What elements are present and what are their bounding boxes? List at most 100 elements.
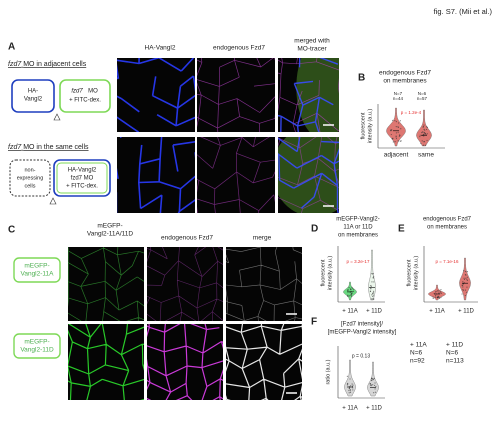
label: p = 1.2e-4 — [401, 110, 422, 115]
micrograph — [197, 58, 275, 132]
data-dot — [420, 132, 423, 134]
data-dot — [422, 144, 425, 146]
data-dot — [435, 295, 437, 297]
data-dot — [348, 392, 350, 394]
data-dot — [465, 291, 468, 293]
data-dot — [462, 286, 464, 288]
data-dot — [371, 379, 373, 382]
column-header: mEGFP- — [97, 223, 122, 230]
data-dot — [423, 141, 425, 143]
panel-letter: B — [358, 73, 365, 84]
data-dot — [397, 126, 399, 128]
data-dot — [346, 375, 348, 377]
data-dot — [395, 126, 397, 128]
gene-name: fzd7 — [8, 144, 22, 151]
data-dot — [397, 122, 400, 124]
label: n=44 — [393, 96, 404, 101]
data-dot — [349, 391, 352, 394]
data-dot — [373, 290, 375, 292]
data-dot — [352, 389, 354, 391]
diagram-box — [59, 79, 111, 113]
violin — [428, 284, 446, 301]
data-dot — [465, 277, 467, 279]
micrograph — [147, 247, 223, 321]
data-dot — [436, 290, 439, 292]
label: p = 3.2e-17 — [347, 259, 370, 264]
label: + 11A — [342, 309, 357, 315]
data-dot — [464, 294, 466, 297]
data-dot — [440, 288, 442, 291]
row-title: fzd7 MO in adjacent cells — [8, 61, 87, 68]
label: Vangl2-11D — [20, 347, 54, 354]
data-dot — [399, 134, 401, 136]
data-dot — [424, 144, 426, 146]
label: + 11D — [366, 406, 382, 412]
label: fluorescent — [360, 112, 366, 139]
data-dot — [461, 293, 463, 295]
micrograph-content — [226, 324, 302, 400]
label: 11A or 11D — [343, 225, 373, 231]
diagram-box — [9, 159, 51, 197]
row-label-box — [13, 257, 61, 283]
data-dot — [374, 388, 376, 390]
cell-outline — [117, 137, 195, 213]
data-dot — [438, 292, 440, 294]
label: + 11A — [429, 309, 444, 315]
data-dot — [390, 130, 392, 132]
label: same — [418, 152, 434, 159]
label: + FITC-dex. — [69, 98, 101, 104]
data-dot — [369, 382, 371, 385]
label: mEGFP- — [24, 263, 49, 270]
data-dot — [399, 120, 401, 122]
label: + FITC-dex. — [66, 184, 98, 190]
data-dot — [347, 289, 349, 291]
label: + 11D — [366, 309, 382, 315]
data-dot — [394, 141, 396, 143]
data-dot — [395, 136, 397, 138]
micrograph-content — [147, 247, 223, 321]
panel-letter: D — [311, 224, 318, 235]
data-dot — [347, 383, 349, 385]
data-dot — [370, 285, 372, 287]
cell-outline — [226, 324, 302, 400]
data-dot — [466, 276, 468, 278]
column-header: endogenous Fzd7 — [161, 235, 213, 242]
data-dot — [426, 133, 429, 135]
tracer-signal — [296, 58, 339, 132]
row-label-box — [13, 333, 61, 359]
data-dot — [391, 129, 393, 131]
data-dot — [370, 298, 373, 300]
data-dot — [371, 281, 373, 283]
column-header: HA-Vangl2 — [145, 45, 176, 52]
data-dot — [439, 297, 441, 300]
data-dot — [371, 384, 373, 386]
label: N=6 — [446, 350, 458, 357]
data-dot — [351, 295, 353, 298]
label: p = 7.1e-16 — [436, 259, 459, 264]
label: endogenous Fzd7 — [379, 70, 431, 77]
data-dot — [350, 294, 353, 296]
data-dot — [440, 292, 443, 294]
cell-outline — [278, 137, 339, 213]
data-dot — [466, 278, 468, 280]
micrograph-content — [197, 58, 275, 132]
data-dot — [425, 128, 428, 131]
data-dot — [372, 392, 375, 394]
panel-letter: E — [398, 224, 405, 235]
label: n=113 — [446, 358, 464, 365]
label: fzd7 MO — [71, 176, 94, 182]
label: intensity (a.u.) — [327, 256, 333, 291]
data-dot — [348, 287, 350, 289]
data-dot — [371, 378, 373, 380]
data-dot — [371, 298, 374, 300]
label: cells — [24, 183, 35, 189]
data-dot — [390, 133, 392, 136]
data-dot — [349, 390, 351, 392]
cell-outline — [197, 137, 275, 213]
label: + 11D — [458, 309, 474, 315]
data-dot — [462, 289, 464, 291]
label: mEGFP-Vangl2- — [336, 217, 380, 223]
data-dot — [370, 288, 372, 290]
data-dot — [466, 270, 469, 273]
